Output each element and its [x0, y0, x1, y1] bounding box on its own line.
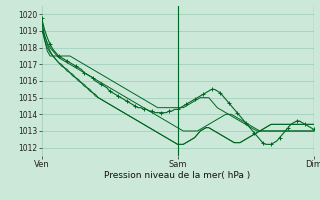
- X-axis label: Pression niveau de la mer( hPa ): Pression niveau de la mer( hPa ): [104, 171, 251, 180]
